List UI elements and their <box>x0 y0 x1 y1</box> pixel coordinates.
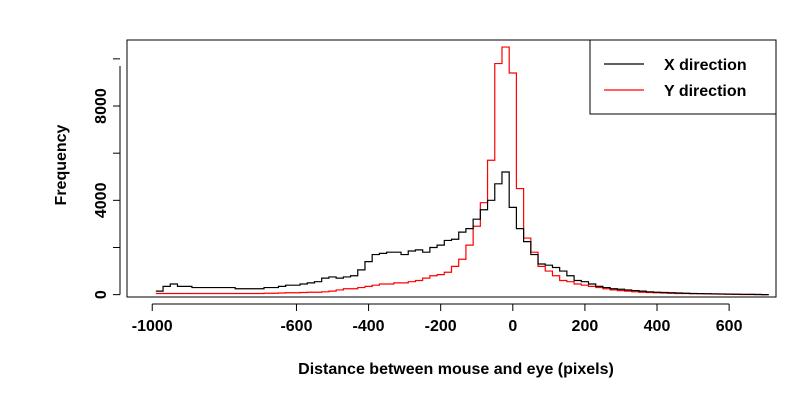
y-axis-label: Frequency <box>53 124 70 205</box>
x-tick-label: 200 <box>572 318 599 335</box>
legend-label: X direction <box>664 57 747 74</box>
y-tick-label: 4000 <box>93 182 110 218</box>
plot-frame <box>126 39 777 298</box>
x-axis-label: Distance between mouse and eye (pixels) <box>298 361 614 378</box>
legend-box <box>589 39 777 115</box>
y-tick-label: 0 <box>93 290 110 299</box>
plot-area <box>155 46 769 296</box>
x-tick-label: -400 <box>353 318 385 335</box>
x-tick-label: -600 <box>280 318 312 335</box>
x-tick-label: -1000 <box>132 318 173 335</box>
legend: X direction Y direction <box>589 39 777 115</box>
x-tick-label: -200 <box>425 318 457 335</box>
x-tick-label: 600 <box>716 318 743 335</box>
series-line-x-direction <box>155 171 769 296</box>
x-tick-label: 0 <box>508 318 517 335</box>
x-tick-label: 400 <box>644 318 671 335</box>
y-tick-label: 8000 <box>93 88 110 124</box>
legend-label: Y direction <box>664 83 746 100</box>
axes: -1000 -600 -400 -200 0 200 400 600 0 4000 8000 <box>93 39 777 335</box>
